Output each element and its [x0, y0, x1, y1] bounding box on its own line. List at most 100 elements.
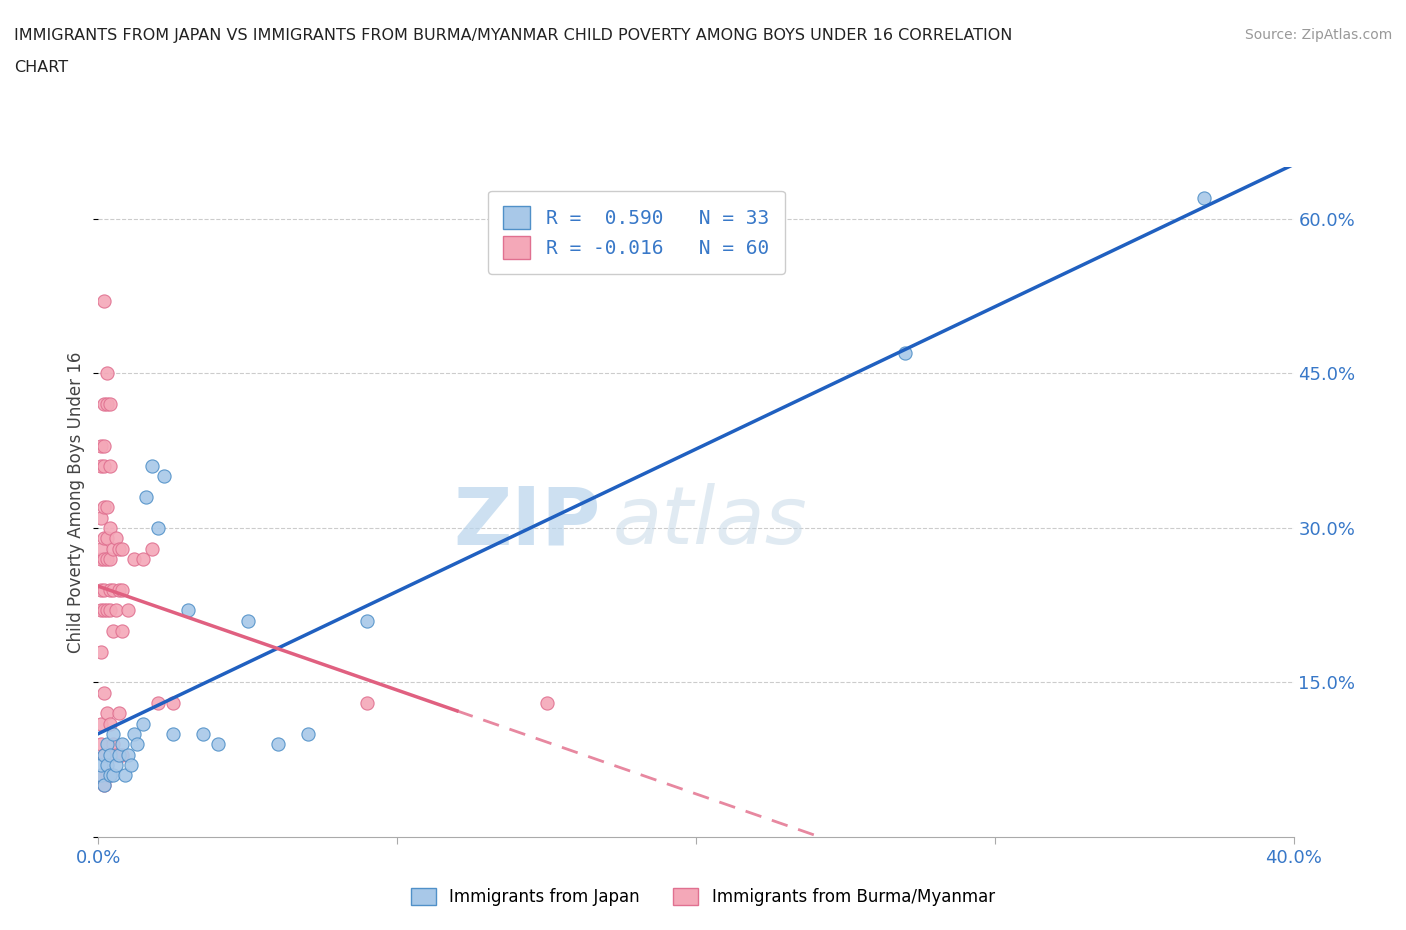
Point — [93, 397, 115, 412]
Point — [100, 716, 122, 731]
Point — [90, 551, 112, 566]
Point — [105, 603, 128, 618]
Point — [100, 551, 122, 566]
Point — [120, 757, 142, 772]
Legend: R =  0.590   N = 33, R = -0.016   N = 60: R = 0.590 N = 33, R = -0.016 N = 60 — [488, 191, 785, 274]
Point — [93, 747, 115, 762]
Point — [111, 623, 134, 638]
Point — [96, 500, 118, 515]
Point — [103, 541, 125, 556]
Point — [93, 603, 115, 618]
Point — [191, 726, 214, 741]
Point — [162, 696, 184, 711]
Point — [96, 706, 118, 721]
Point — [536, 696, 558, 711]
Text: IMMIGRANTS FROM JAPAN VS IMMIGRANTS FROM BURMA/MYANMAR CHILD POVERTY AMONG BOYS : IMMIGRANTS FROM JAPAN VS IMMIGRANTS FROM… — [14, 28, 1012, 43]
Point — [207, 737, 229, 751]
Y-axis label: Child Poverty Among Boys Under 16: Child Poverty Among Boys Under 16 — [67, 352, 86, 653]
Point — [177, 603, 200, 618]
Point — [90, 768, 112, 783]
Point — [267, 737, 290, 751]
Point — [93, 778, 115, 793]
Point — [103, 768, 125, 783]
Point — [103, 737, 125, 751]
Point — [236, 613, 259, 628]
Point — [117, 747, 139, 762]
Point — [96, 551, 118, 566]
Point — [93, 500, 115, 515]
Point — [93, 531, 115, 546]
Point — [124, 726, 146, 741]
Point — [96, 737, 118, 751]
Point — [1192, 191, 1215, 206]
Point — [108, 582, 131, 597]
Point — [105, 747, 128, 762]
Point — [124, 551, 146, 566]
Point — [894, 345, 917, 360]
Point — [100, 521, 122, 536]
Point — [127, 737, 149, 751]
Point — [100, 768, 122, 783]
Point — [153, 469, 176, 484]
Point — [100, 747, 122, 762]
Point — [90, 541, 112, 556]
Point — [90, 716, 112, 731]
Point — [96, 757, 118, 772]
Legend: Immigrants from Japan, Immigrants from Burma/Myanmar: Immigrants from Japan, Immigrants from B… — [405, 881, 1001, 912]
Point — [100, 458, 122, 473]
Text: atlas: atlas — [613, 484, 807, 562]
Point — [96, 768, 118, 783]
Point — [96, 397, 118, 412]
Point — [356, 613, 378, 628]
Point — [135, 489, 157, 504]
Point — [105, 531, 128, 546]
Point — [90, 438, 112, 453]
Point — [100, 603, 122, 618]
Point — [111, 582, 134, 597]
Point — [93, 685, 115, 700]
Point — [93, 551, 115, 566]
Point — [93, 747, 115, 762]
Point — [93, 438, 115, 453]
Point — [93, 458, 115, 473]
Point — [108, 541, 131, 556]
Point — [132, 716, 155, 731]
Point — [114, 768, 136, 783]
Point — [297, 726, 319, 741]
Point — [96, 366, 118, 381]
Text: Source: ZipAtlas.com: Source: ZipAtlas.com — [1244, 28, 1392, 42]
Point — [90, 768, 112, 783]
Point — [141, 541, 163, 556]
Point — [90, 737, 112, 751]
Point — [93, 294, 115, 309]
Text: ZIP: ZIP — [453, 484, 600, 562]
Point — [132, 551, 155, 566]
Point — [103, 623, 125, 638]
Point — [93, 582, 115, 597]
Point — [148, 696, 170, 711]
Point — [111, 737, 134, 751]
Point — [103, 582, 125, 597]
Point — [96, 603, 118, 618]
Point — [90, 603, 112, 618]
Point — [100, 768, 122, 783]
Point — [111, 747, 134, 762]
Text: CHART: CHART — [14, 60, 67, 75]
Point — [148, 521, 170, 536]
Point — [141, 458, 163, 473]
Point — [105, 757, 128, 772]
Point — [90, 582, 112, 597]
Point — [117, 603, 139, 618]
Point — [103, 726, 125, 741]
Point — [90, 644, 112, 659]
Point — [100, 397, 122, 412]
Point — [90, 757, 112, 772]
Point — [90, 458, 112, 473]
Point — [162, 726, 184, 741]
Point — [90, 511, 112, 525]
Point — [356, 696, 378, 711]
Point — [96, 531, 118, 546]
Point — [111, 541, 134, 556]
Point — [100, 582, 122, 597]
Point — [93, 778, 115, 793]
